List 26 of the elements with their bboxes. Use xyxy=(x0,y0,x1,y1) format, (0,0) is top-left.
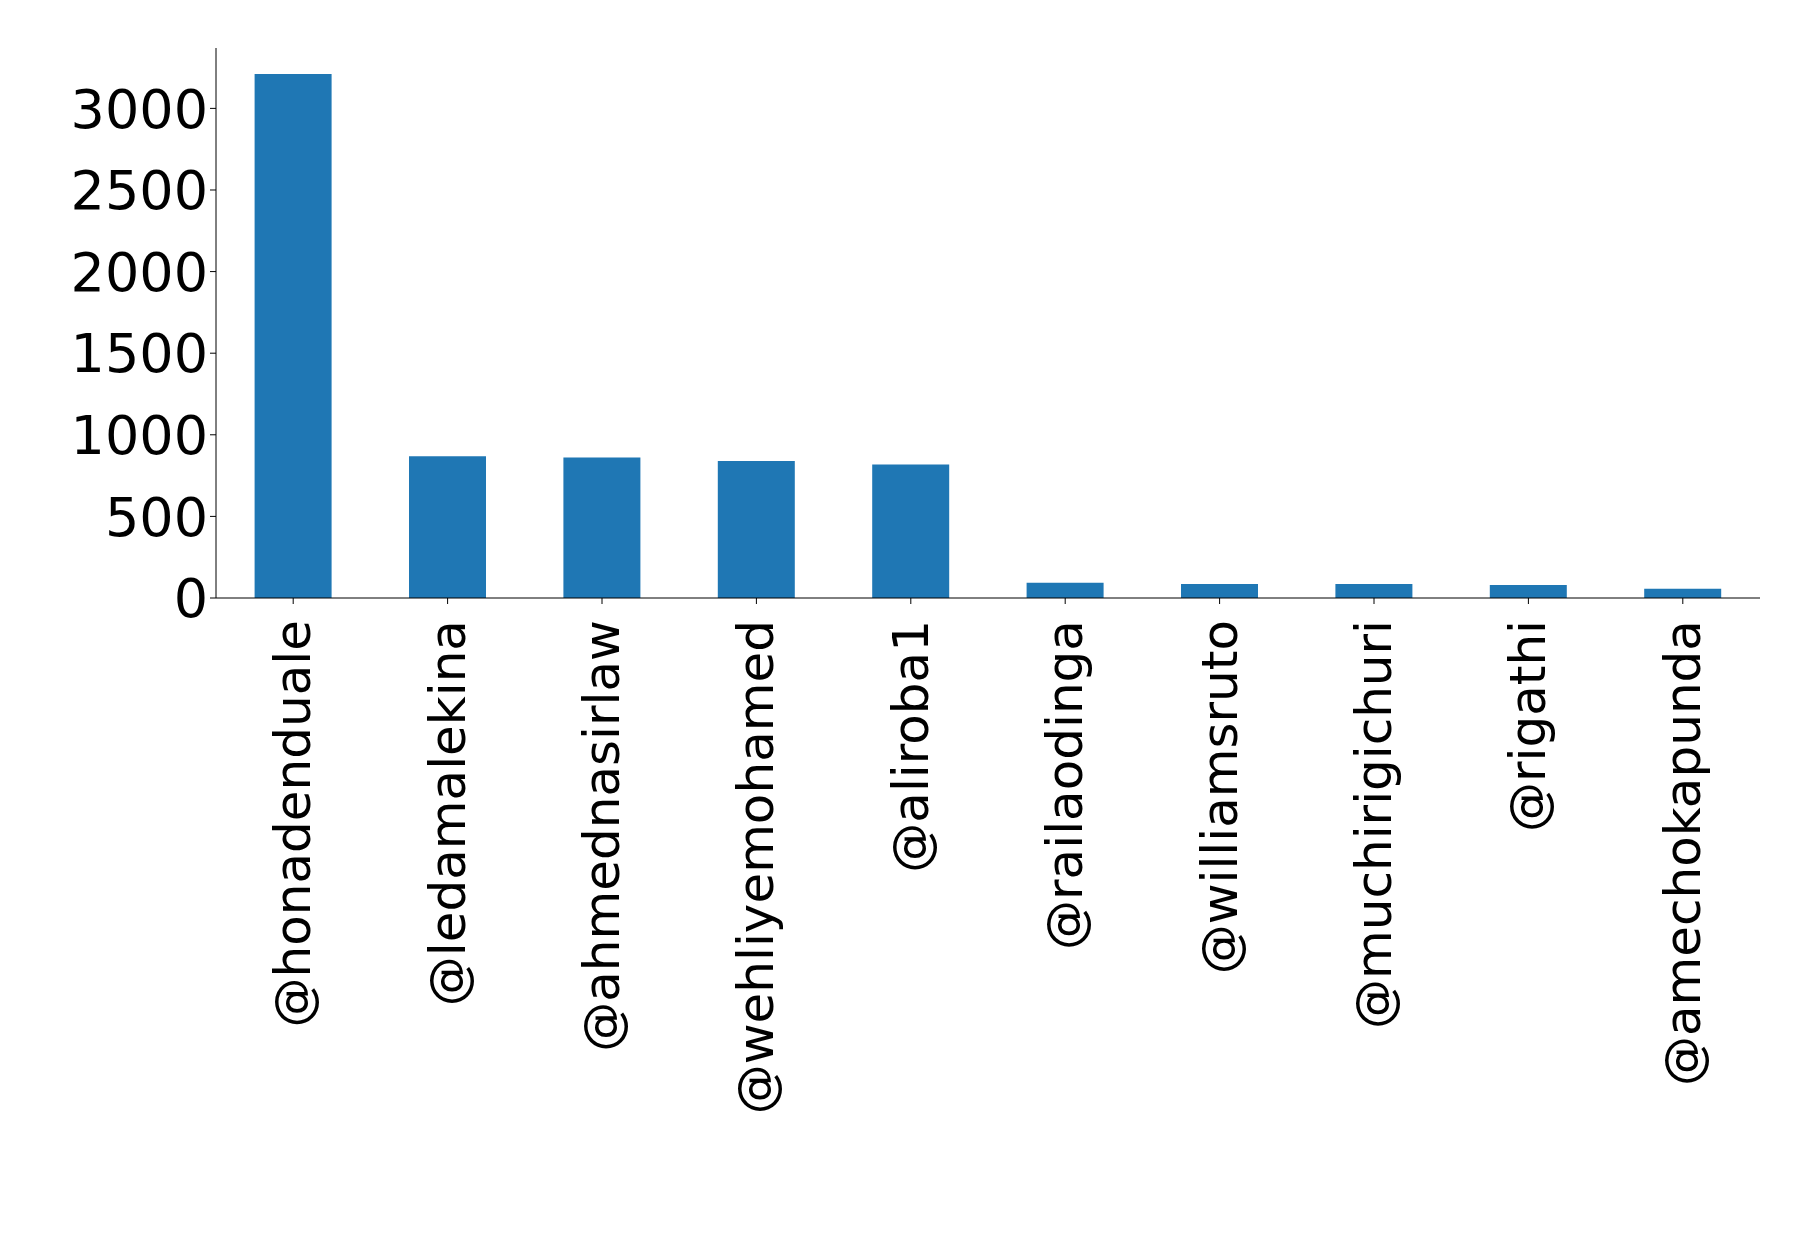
x-tick-label: @wehliyemohamed xyxy=(727,620,786,1115)
bar xyxy=(409,456,486,598)
x-tick-label: @williamsruto xyxy=(1190,620,1249,975)
y-tick-label: 1500 xyxy=(70,322,208,386)
bar xyxy=(563,457,641,598)
bar xyxy=(254,74,332,598)
bar xyxy=(717,460,795,598)
y-tick-label: 1000 xyxy=(70,403,208,467)
bar xyxy=(1335,583,1413,598)
x-tick-label: @ledamalekina xyxy=(418,620,477,1007)
bar xyxy=(1489,585,1567,598)
bar xyxy=(1026,582,1104,598)
x-tick-label: @ahmednasirlaw xyxy=(573,620,631,1052)
x-tick-label: @amechokapunda xyxy=(1653,620,1712,1087)
y-tick-label: 500 xyxy=(104,485,208,549)
x-tick-label: @rigathi xyxy=(1499,620,1558,833)
bar xyxy=(872,464,950,598)
y-tick-label: 2500 xyxy=(70,159,208,223)
bar xyxy=(1181,583,1258,598)
x-tick-label: @aliroba1 xyxy=(881,620,940,873)
x-tick-label: @honadenduale xyxy=(264,620,323,1028)
y-tick-label: 0 xyxy=(173,567,208,631)
x-tick-label: @railaodinga xyxy=(1036,620,1095,950)
y-tick-label: 2000 xyxy=(70,240,208,304)
x-tick-label: @muchirigichuri xyxy=(1345,620,1403,1029)
y-tick-label: 3000 xyxy=(70,77,208,141)
